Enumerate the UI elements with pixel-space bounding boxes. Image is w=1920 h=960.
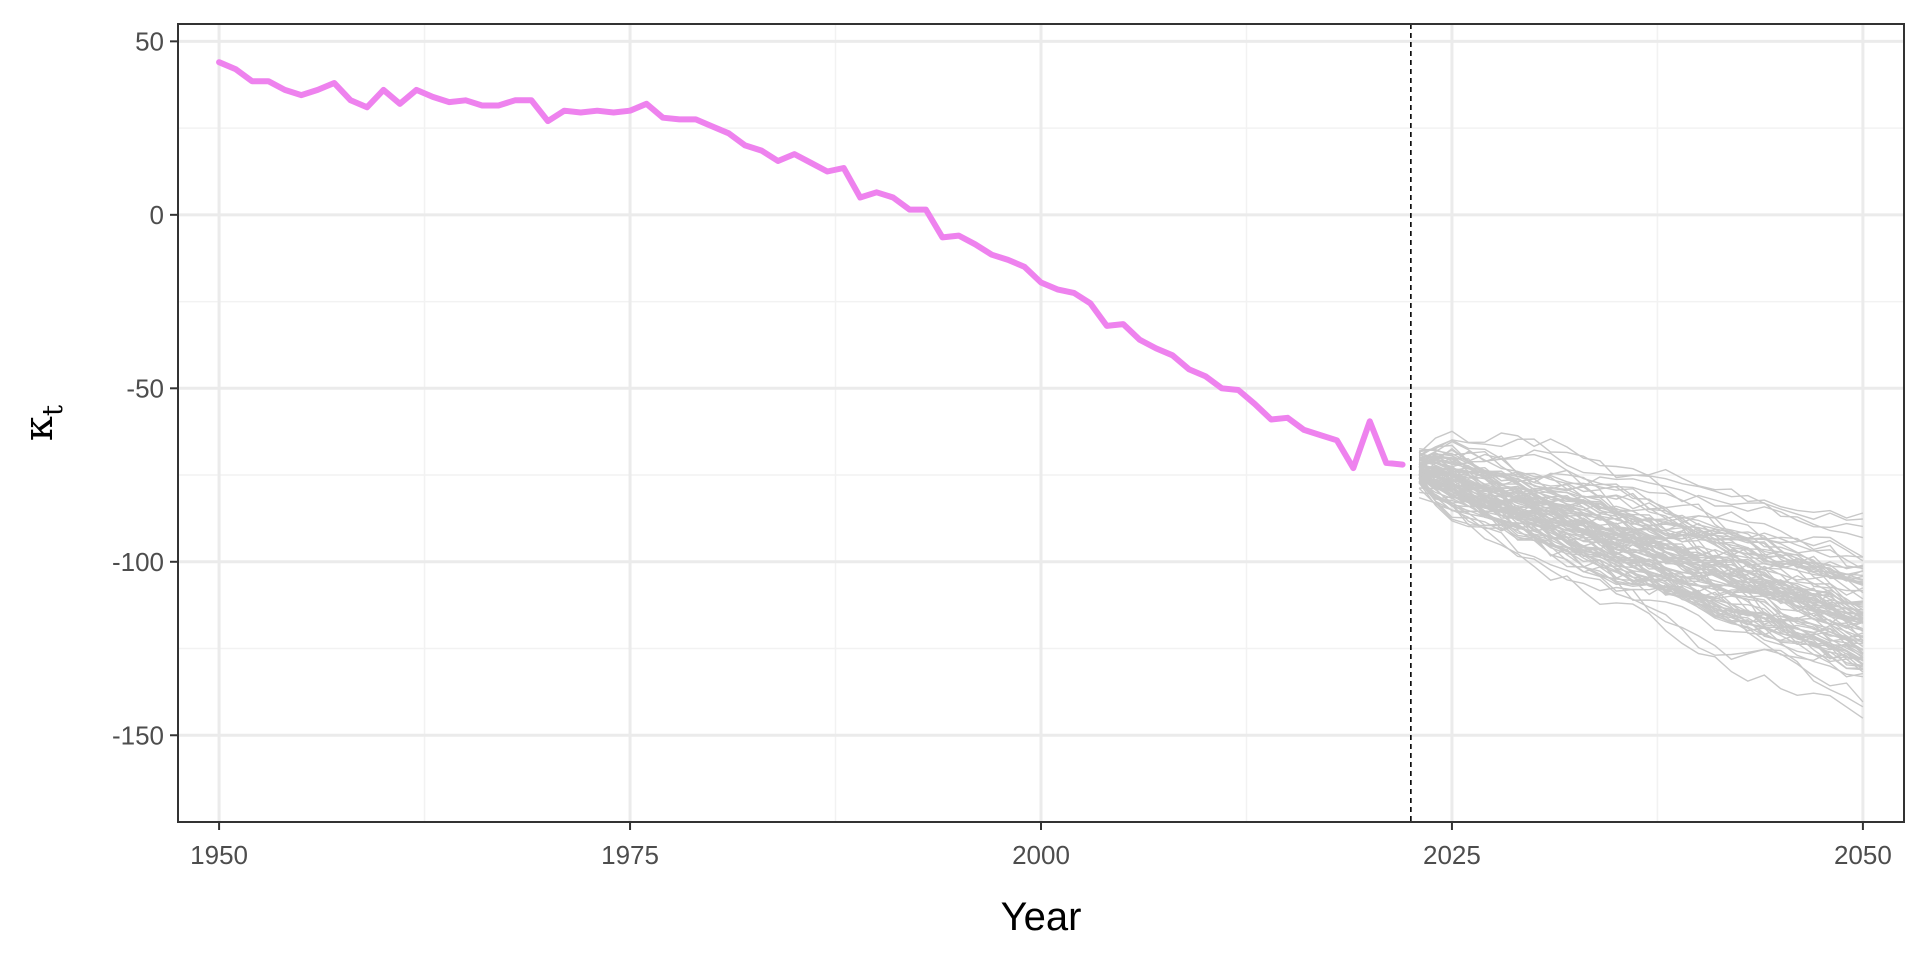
y-axis-ticks: 50 0 -50 -100 -150 bbox=[112, 26, 178, 750]
simulation-path bbox=[1418, 473, 1863, 660]
major-gridlines bbox=[178, 24, 1904, 822]
simulation-path bbox=[1418, 457, 1864, 600]
simulation-path bbox=[1418, 487, 1864, 703]
simulation-path bbox=[1419, 465, 1864, 617]
x-axis-ticks: 1950 1975 2000 2025 2050 bbox=[190, 822, 1892, 870]
simulation-path bbox=[1419, 468, 1864, 622]
simulation-path bbox=[1418, 480, 1864, 661]
y-tick-label: -50 bbox=[126, 373, 164, 403]
historical-kappa-line bbox=[216, 59, 1406, 472]
simulation-path bbox=[1418, 465, 1863, 621]
y-tick-label: 50 bbox=[135, 26, 164, 56]
x-axis-title: Year bbox=[1001, 895, 1082, 939]
historical-series bbox=[216, 59, 1406, 472]
simulation-path bbox=[1418, 477, 1864, 665]
y-axis-title: κt bbox=[16, 404, 69, 441]
simulation-path bbox=[1418, 480, 1864, 632]
y-axis-title-main: κ bbox=[16, 416, 62, 441]
simulation-path bbox=[1418, 481, 1863, 669]
simulation-path bbox=[1418, 497, 1864, 719]
y-tick-label: -100 bbox=[112, 547, 164, 577]
y-tick-label: 0 bbox=[150, 200, 164, 230]
x-tick-label: 2025 bbox=[1423, 840, 1481, 870]
x-tick-label: 1975 bbox=[601, 840, 659, 870]
simulation-path bbox=[1418, 470, 1864, 650]
x-tick-label: 1950 bbox=[190, 840, 248, 870]
y-axis-title-subscript: t bbox=[36, 404, 69, 416]
x-tick-label: 2000 bbox=[1012, 840, 1070, 870]
simulation-path bbox=[1419, 469, 1864, 627]
simulation-path bbox=[1419, 454, 1863, 577]
simulation-path bbox=[1419, 470, 1864, 581]
simulation-path bbox=[1419, 438, 1863, 521]
simulation-paths bbox=[1418, 430, 1864, 719]
simulation-path bbox=[1418, 444, 1864, 562]
simulation-path bbox=[1418, 450, 1864, 558]
y-tick-label: -150 bbox=[112, 720, 164, 750]
simulation-path bbox=[1418, 461, 1864, 625]
simulation-path bbox=[1418, 430, 1864, 519]
x-tick-label: 2050 bbox=[1834, 840, 1892, 870]
